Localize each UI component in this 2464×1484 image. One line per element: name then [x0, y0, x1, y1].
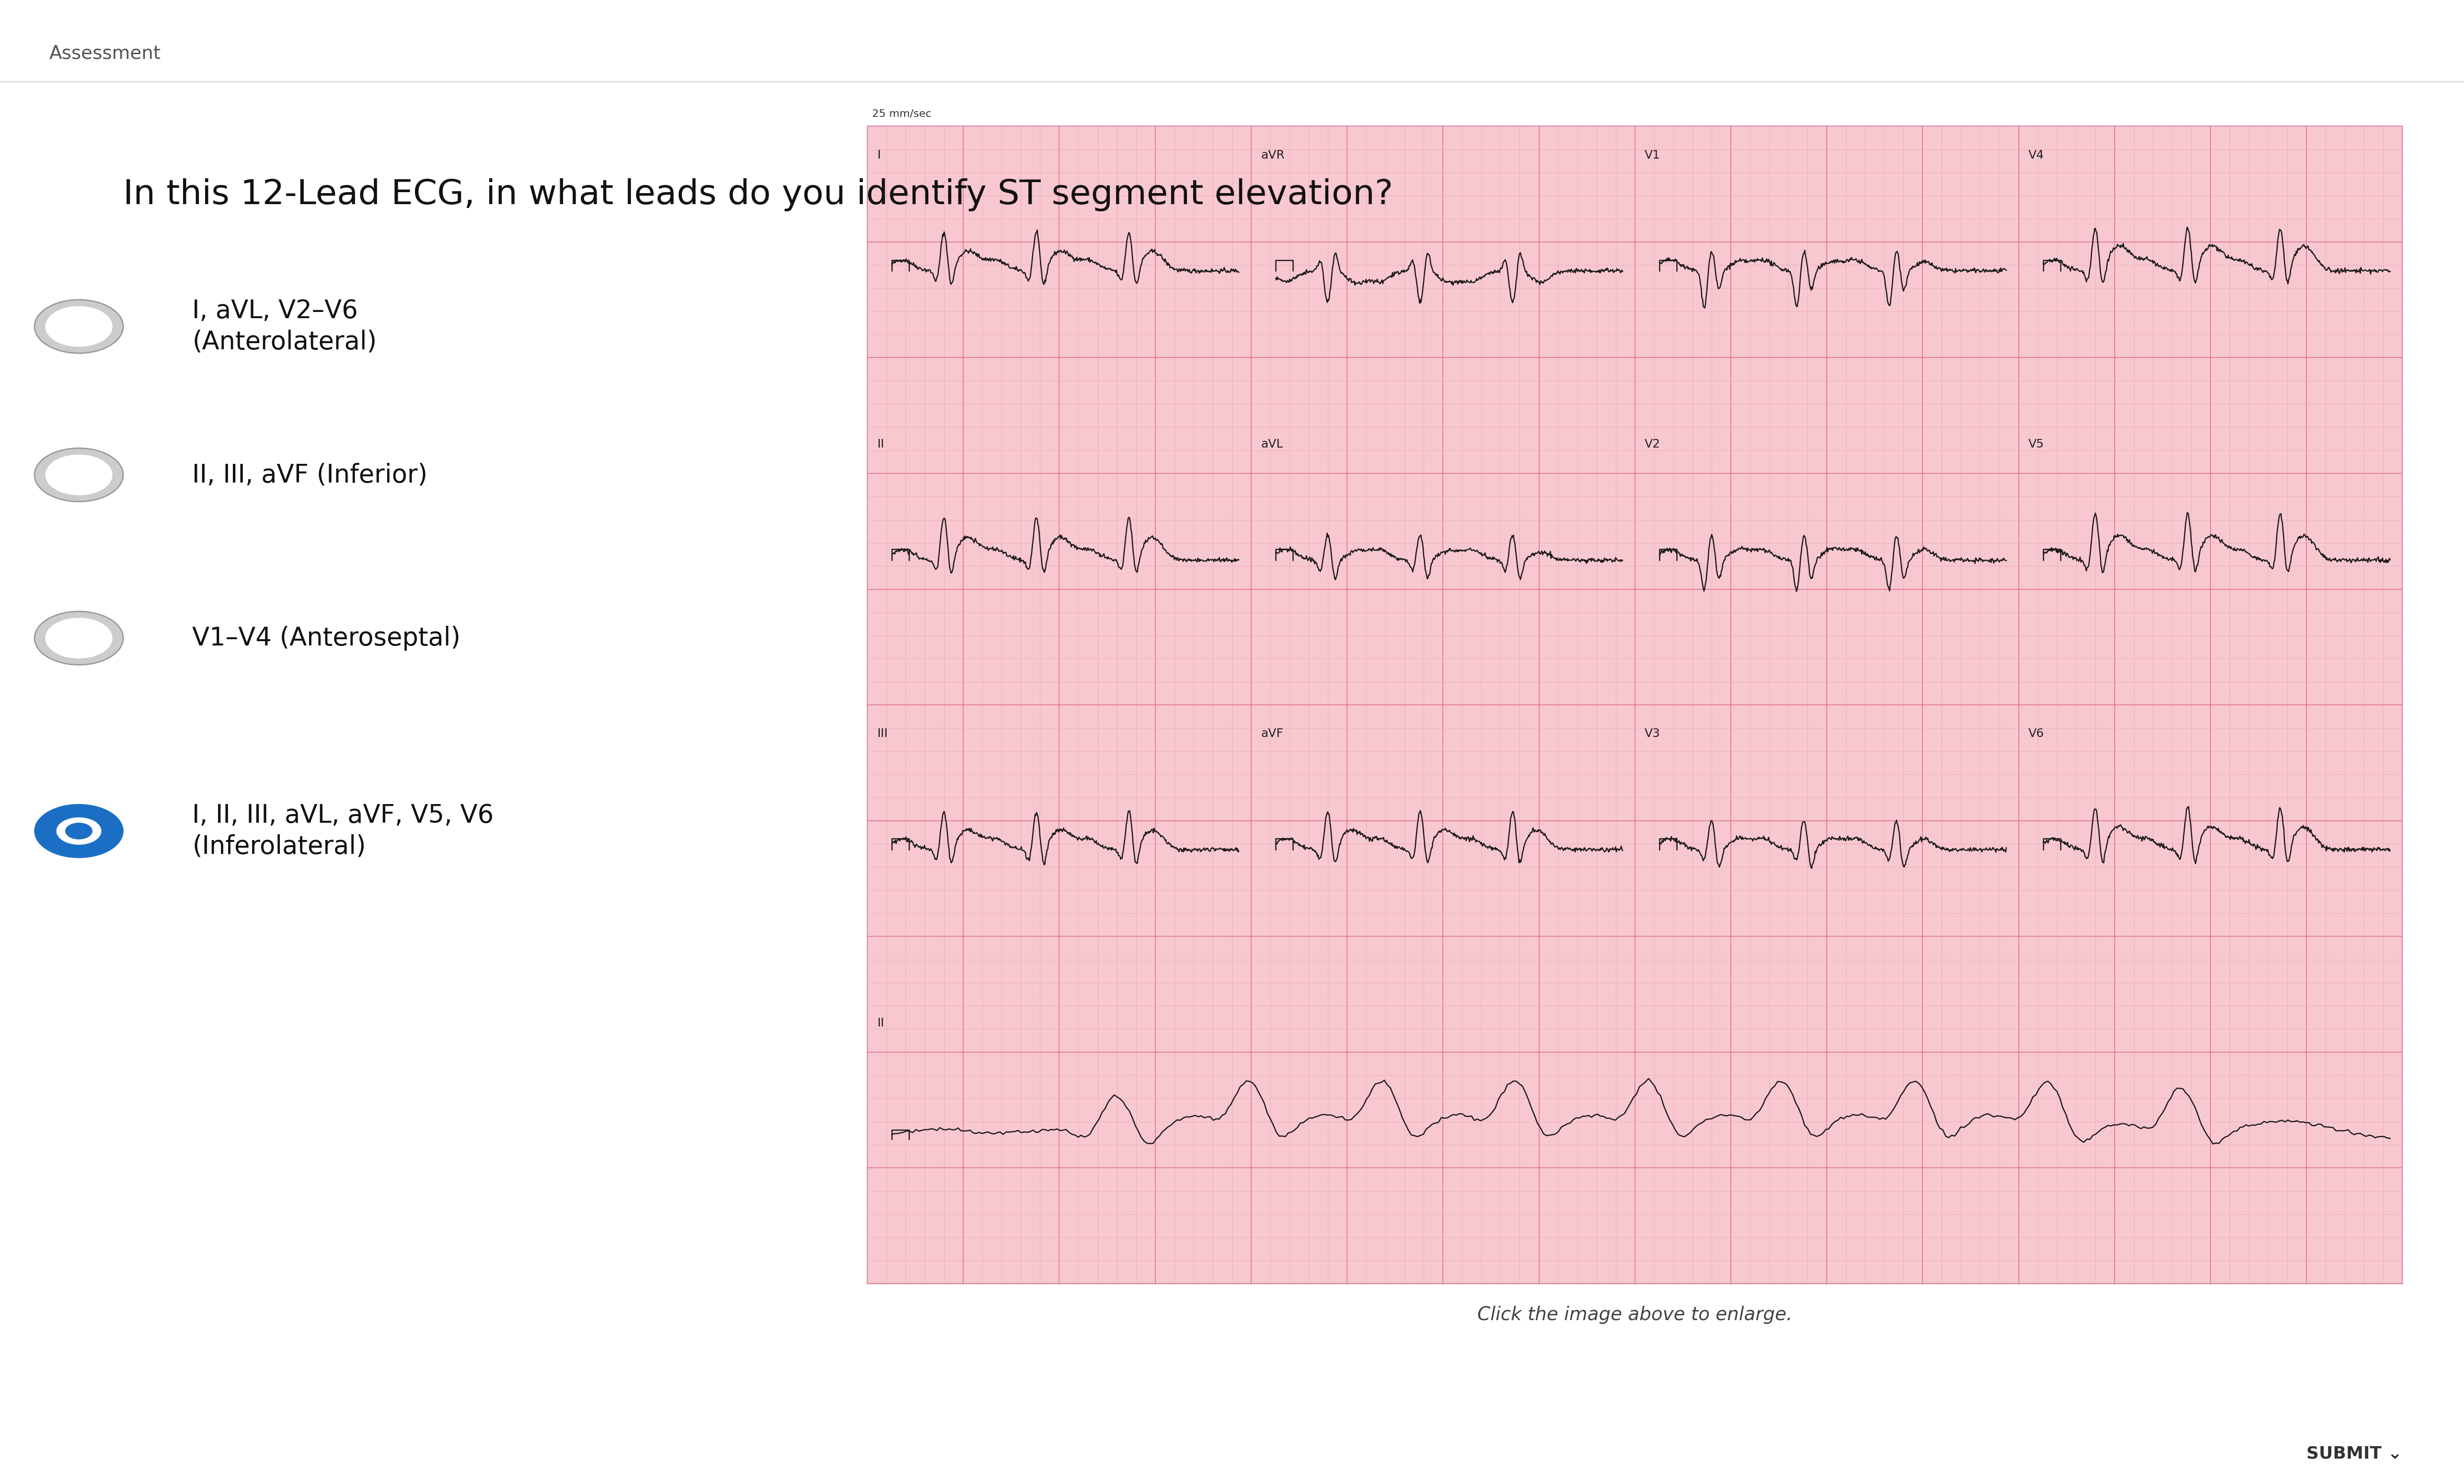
Text: In this 12-Lead ECG, in what leads do you identify ST segment elevation?: In this 12-Lead ECG, in what leads do yo… — [123, 178, 1392, 211]
Text: aVF: aVF — [1262, 729, 1284, 739]
Text: V6: V6 — [2028, 729, 2045, 739]
Text: V4: V4 — [2028, 150, 2045, 160]
Text: V5: V5 — [2028, 439, 2045, 450]
Circle shape — [47, 307, 113, 346]
Text: V3: V3 — [1646, 729, 1661, 739]
Circle shape — [47, 619, 113, 659]
Text: SUBMIT ⌄: SUBMIT ⌄ — [2306, 1445, 2402, 1462]
Text: I: I — [877, 150, 880, 160]
Text: I, aVL, V2–V6
(Anterolateral): I, aVL, V2–V6 (Anterolateral) — [192, 298, 377, 355]
Circle shape — [47, 456, 113, 496]
Text: aVR: aVR — [1262, 150, 1284, 160]
Text: 25 mm/sec: 25 mm/sec — [872, 110, 931, 119]
Text: II: II — [877, 1018, 885, 1028]
Circle shape — [34, 300, 123, 353]
Text: II: II — [877, 439, 885, 450]
Circle shape — [34, 611, 123, 665]
Text: III: III — [877, 729, 887, 739]
Circle shape — [57, 818, 101, 844]
Text: Click the image above to enlarge.: Click the image above to enlarge. — [1478, 1306, 1791, 1324]
Text: V2: V2 — [1646, 439, 1661, 450]
Circle shape — [34, 804, 123, 858]
FancyBboxPatch shape — [867, 126, 2402, 1284]
Text: V1–V4 (Anteroseptal): V1–V4 (Anteroseptal) — [192, 626, 461, 650]
Text: Assessment: Assessment — [49, 45, 160, 62]
Circle shape — [67, 824, 91, 838]
Text: aVL: aVL — [1262, 439, 1284, 450]
Text: V1: V1 — [1646, 150, 1661, 160]
Text: I, II, III, aVL, aVF, V5, V6
(Inferolateral): I, II, III, aVL, aVF, V5, V6 (Inferolate… — [192, 803, 493, 859]
Circle shape — [34, 448, 123, 502]
Text: II, III, aVF (Inferior): II, III, aVF (Inferior) — [192, 463, 429, 487]
